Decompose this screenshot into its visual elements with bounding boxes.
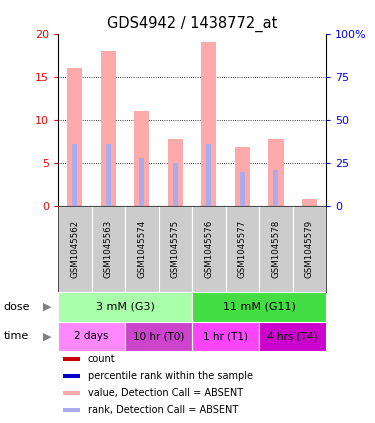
Text: dose: dose bbox=[4, 302, 30, 312]
Bar bbox=[125, 206, 159, 292]
Bar bbox=[106, 144, 111, 206]
Bar bbox=[140, 158, 144, 206]
Text: count: count bbox=[88, 354, 115, 364]
Bar bbox=[240, 172, 245, 206]
Bar bbox=[68, 68, 82, 206]
Bar bbox=[125, 321, 192, 351]
Text: 11 mM (G11): 11 mM (G11) bbox=[223, 302, 296, 312]
Bar bbox=[101, 51, 116, 206]
Bar bbox=[293, 206, 326, 292]
Bar bbox=[259, 321, 326, 351]
Text: GSM1045574: GSM1045574 bbox=[137, 220, 146, 278]
Bar bbox=[192, 321, 259, 351]
Text: GSM1045577: GSM1045577 bbox=[238, 220, 247, 278]
Bar bbox=[192, 292, 326, 321]
Text: ▶: ▶ bbox=[43, 302, 52, 312]
Bar bbox=[63, 374, 80, 378]
Bar bbox=[192, 206, 226, 292]
Bar bbox=[201, 42, 216, 206]
Text: GSM1045579: GSM1045579 bbox=[305, 220, 314, 278]
Bar bbox=[72, 144, 77, 206]
Text: 10 hr (T0): 10 hr (T0) bbox=[133, 331, 184, 341]
Bar bbox=[134, 111, 150, 206]
Text: GSM1045562: GSM1045562 bbox=[70, 220, 80, 278]
Bar bbox=[159, 206, 192, 292]
Text: 4 hrs (T4): 4 hrs (T4) bbox=[267, 331, 318, 341]
Bar bbox=[63, 408, 80, 412]
Text: GSM1045575: GSM1045575 bbox=[171, 220, 180, 278]
Bar bbox=[58, 292, 192, 321]
Text: GSM1045578: GSM1045578 bbox=[272, 220, 280, 278]
Bar bbox=[273, 170, 279, 206]
Bar bbox=[226, 206, 259, 292]
Text: GSM1045576: GSM1045576 bbox=[204, 220, 213, 278]
Text: 3 mM (G3): 3 mM (G3) bbox=[96, 302, 154, 312]
Text: 1 hr (T1): 1 hr (T1) bbox=[203, 331, 248, 341]
Title: GDS4942 / 1438772_at: GDS4942 / 1438772_at bbox=[107, 16, 278, 33]
Bar bbox=[259, 206, 293, 292]
Bar bbox=[268, 139, 284, 206]
Bar bbox=[206, 144, 212, 206]
Bar bbox=[235, 148, 250, 206]
Bar bbox=[63, 391, 80, 395]
Bar bbox=[168, 139, 183, 206]
Text: time: time bbox=[4, 331, 29, 341]
Bar bbox=[63, 357, 80, 361]
Text: GSM1045563: GSM1045563 bbox=[104, 220, 113, 278]
Bar bbox=[58, 206, 92, 292]
Text: 2 days: 2 days bbox=[74, 331, 109, 341]
Bar bbox=[58, 321, 125, 351]
Bar bbox=[173, 163, 178, 206]
Text: rank, Detection Call = ABSENT: rank, Detection Call = ABSENT bbox=[88, 405, 238, 415]
Bar bbox=[92, 206, 125, 292]
Text: value, Detection Call = ABSENT: value, Detection Call = ABSENT bbox=[88, 388, 243, 398]
Bar bbox=[302, 199, 317, 206]
Text: ▶: ▶ bbox=[43, 331, 52, 341]
Text: percentile rank within the sample: percentile rank within the sample bbox=[88, 371, 253, 381]
